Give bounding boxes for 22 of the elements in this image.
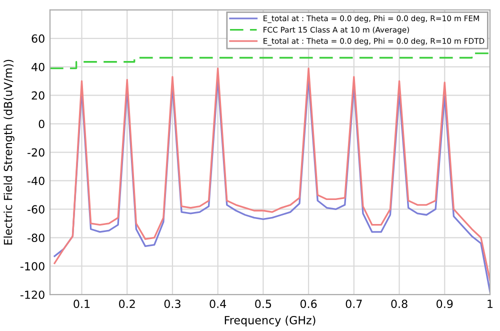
x-tick-label: 0.9 [436,300,453,308]
x-tick-label: 0.2 [119,300,135,308]
x-tick-label: 0.8 [391,300,408,308]
y-tick-label: -100 [20,262,44,271]
y-tick-label: -20 [28,148,44,157]
y-tick-label: -60 [28,205,44,214]
y-tick-label: -80 [28,234,44,242]
y-tick-label: 20 [32,91,44,100]
x-tick-label: 0.5 [255,300,272,308]
x-tick-label: 0.1 [74,300,90,308]
y-tick-label: 0 [38,120,44,128]
x-tick-label: 0.3 [164,300,180,308]
y-tick-label: -40 [28,176,44,186]
x-tick-label: 0.4 [210,300,226,308]
y-tick-label: 60 [32,34,44,43]
x-tick-label: 0.7 [346,300,362,308]
x-tick-label: 1 [488,300,493,308]
y-tick-label: -120 [20,290,44,299]
y-tick-label: 40 [32,62,44,72]
x-axis-title: Frequency (GHz) [224,316,316,327]
y-axis-title: Electric Field Strength (dB(uV/m)) [4,60,14,245]
x-tick-label: 0.6 [300,300,317,308]
